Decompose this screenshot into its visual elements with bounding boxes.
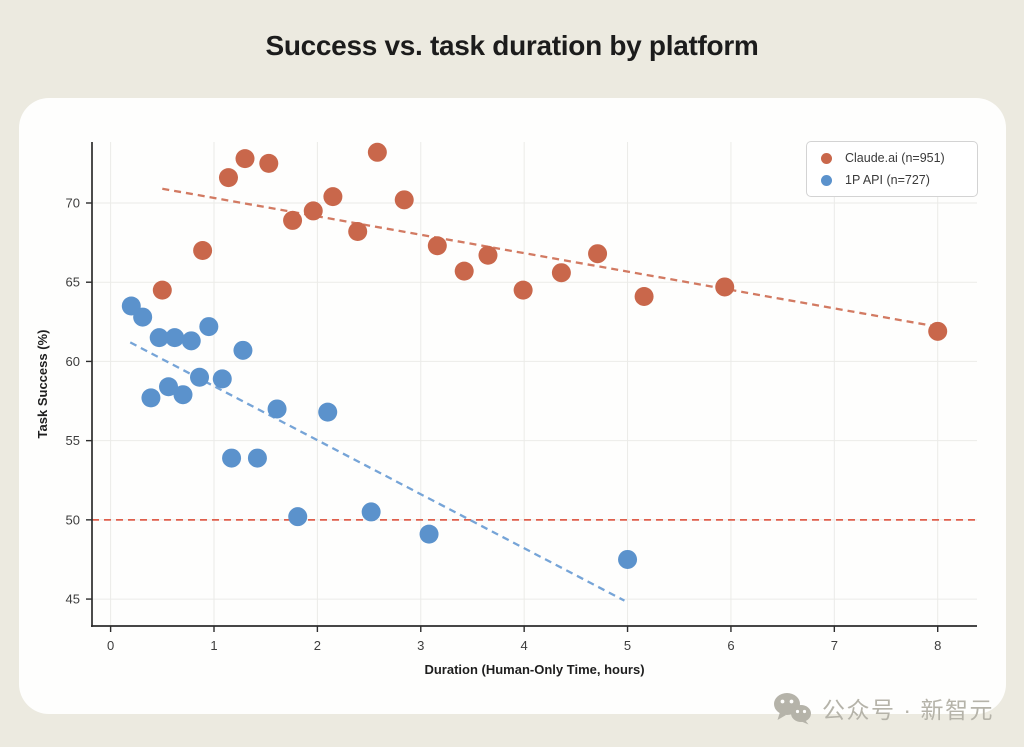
data-point-1p-api	[212, 369, 232, 389]
data-point-claude-ai	[634, 286, 654, 306]
wechat-icon	[774, 693, 812, 725]
legend-dot-1p-api-icon	[821, 174, 832, 186]
data-point-claude-ai	[478, 245, 498, 265]
data-point-claude-ai	[348, 222, 368, 242]
y-tick-label: 50	[66, 512, 80, 527]
data-point-1p-api	[361, 502, 381, 522]
y-axis-title: Task Success (%)	[35, 330, 50, 439]
data-point-1p-api	[233, 340, 253, 360]
x-axis-title: Duration (Human-Only Time, hours)	[424, 662, 644, 677]
data-point-claude-ai	[152, 280, 172, 300]
x-tick-label: 7	[831, 638, 838, 653]
data-point-claude-ai	[513, 280, 533, 300]
legend-label-1p-api: 1P API (n=727)	[845, 173, 930, 187]
data-point-claude-ai	[193, 241, 213, 261]
y-tick-label: 45	[66, 592, 80, 607]
y-tick-label: 55	[66, 433, 80, 448]
x-tick-label: 0	[107, 638, 114, 653]
legend-label-claude-ai: Claude.ai (n=951)	[845, 151, 945, 165]
data-point-1p-api	[133, 307, 153, 327]
data-point-1p-api	[165, 328, 185, 348]
data-point-claude-ai	[367, 142, 387, 162]
data-point-claude-ai	[427, 236, 447, 256]
data-point-1p-api	[288, 507, 308, 527]
data-point-1p-api	[181, 331, 201, 351]
data-point-claude-ai	[283, 210, 303, 230]
chart-card	[19, 98, 1006, 714]
data-point-1p-api	[141, 388, 161, 408]
data-point-claude-ai	[588, 244, 608, 264]
data-point-claude-ai	[235, 149, 255, 169]
data-point-claude-ai	[323, 187, 343, 207]
x-tick-label: 1	[210, 638, 217, 653]
data-point-1p-api	[419, 524, 439, 544]
data-point-claude-ai	[303, 201, 323, 221]
data-point-1p-api	[222, 448, 242, 468]
data-point-1p-api	[247, 448, 267, 468]
x-tick-label: 3	[417, 638, 424, 653]
legend-dot-claude-ai-icon	[821, 152, 832, 164]
data-point-1p-api	[199, 317, 219, 337]
watermark: 公众号 · 新智元	[772, 688, 994, 728]
trendline-1p-api	[129, 341, 625, 602]
trendline-claude-ai	[162, 187, 937, 328]
data-point-claude-ai	[259, 153, 279, 173]
data-point-1p-api	[318, 402, 338, 422]
data-point-1p-api	[173, 385, 193, 405]
data-point-1p-api	[159, 377, 179, 397]
x-tick-label: 4	[521, 638, 528, 653]
legend-item-1p-api: 1P API (n=727)	[821, 173, 967, 187]
data-point-1p-api	[618, 549, 638, 569]
watermark-text: 公众号 · 新智元	[822, 697, 994, 723]
x-tick-label: 5	[624, 638, 631, 653]
data-point-claude-ai	[454, 261, 474, 281]
y-tick-label: 65	[66, 275, 80, 290]
data-point-1p-api	[190, 367, 210, 387]
legend: Claude.ai (n=951) 1P API (n=727)	[806, 141, 978, 197]
x-tick-label: 6	[727, 638, 734, 653]
data-point-claude-ai	[394, 190, 414, 210]
data-point-1p-api	[149, 328, 169, 348]
x-tick-label: 8	[934, 638, 941, 653]
y-tick-label: 60	[66, 354, 80, 369]
data-point-claude-ai	[928, 321, 948, 341]
data-point-1p-api	[267, 399, 287, 419]
chart-title: Success vs. task duration by platform	[265, 30, 759, 61]
legend-item-claude-ai: Claude.ai (n=951)	[821, 151, 967, 165]
data-point-claude-ai	[218, 168, 238, 188]
y-tick-label: 70	[66, 195, 80, 210]
data-point-claude-ai	[551, 263, 571, 283]
data-point-claude-ai	[715, 277, 735, 297]
x-tick-label: 2	[314, 638, 321, 653]
